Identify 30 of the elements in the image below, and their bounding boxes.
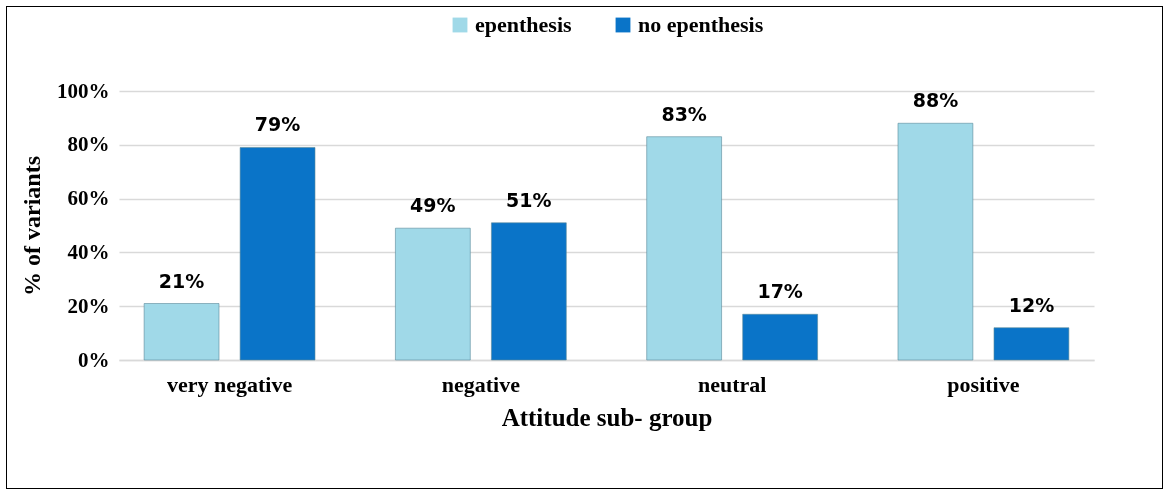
y-tick-label: 100%: [57, 78, 110, 103]
bar: [742, 313, 818, 361]
y-tick-label: 20%: [67, 293, 110, 318]
bar: [993, 327, 1070, 361]
data-label: 79%: [254, 113, 301, 136]
x-tick-label: negative: [441, 371, 521, 397]
data-label: 51%: [506, 188, 552, 211]
x-tick-label: very negative: [166, 371, 293, 397]
data-label: 12%: [1008, 293, 1055, 316]
y-tick-label: 60%: [67, 186, 110, 211]
bar: [395, 227, 471, 361]
x-tick-label: positive: [947, 371, 1020, 397]
bar: [239, 147, 316, 361]
bar: [143, 303, 220, 361]
legend-label: no epenthesis: [638, 12, 764, 37]
data-label: 88%: [912, 89, 959, 112]
y-tick-label: 80%: [67, 132, 110, 157]
data-label: 49%: [410, 194, 456, 217]
y-tick-label: 40%: [67, 239, 110, 264]
x-tick-label: neutral: [697, 371, 767, 397]
bar: [897, 122, 974, 361]
bar: [646, 136, 722, 361]
data-label: 83%: [661, 102, 707, 125]
data-label: 17%: [757, 280, 803, 303]
y-tick-label: 0%: [78, 347, 110, 372]
y-axis-title: % of variants: [19, 156, 45, 296]
bar: [491, 222, 567, 361]
x-axis-title: Attitude sub- group: [501, 403, 713, 431]
legend-label: epenthesis: [475, 12, 572, 37]
data-label: 21%: [158, 269, 205, 292]
